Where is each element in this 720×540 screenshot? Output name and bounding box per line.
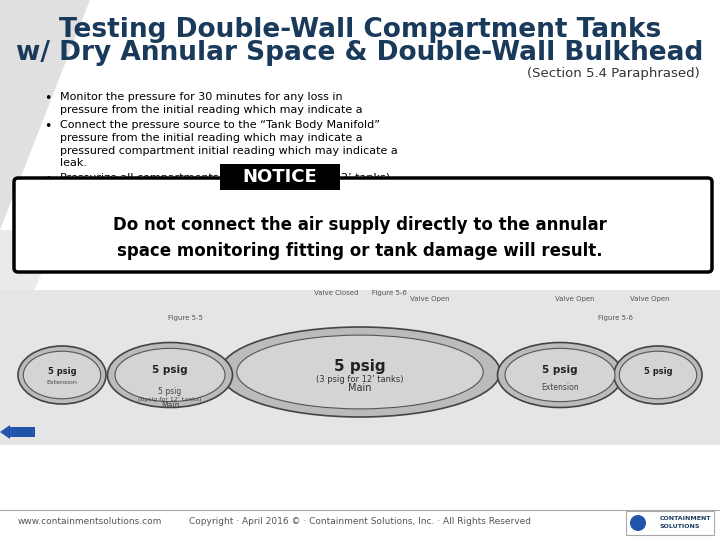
Text: (3 psig for 12’ tanks): (3 psig for 12’ tanks) — [316, 375, 404, 383]
FancyBboxPatch shape — [14, 178, 712, 272]
Text: Figure 5-6: Figure 5-6 — [598, 315, 632, 321]
Text: With all compartments pressurized, cover fittings and
manway cover plates with s: With all compartments pressurized, cover… — [60, 190, 360, 213]
Text: www.containmentsolutions.com: www.containmentsolutions.com — [18, 517, 163, 526]
Ellipse shape — [115, 348, 225, 402]
Text: •: • — [45, 190, 52, 203]
Text: •: • — [45, 173, 52, 186]
Text: Valve Open: Valve Open — [555, 296, 595, 302]
Text: NOTICE: NOTICE — [243, 168, 318, 186]
Text: CONTAINMENT: CONTAINMENT — [660, 516, 711, 522]
Bar — [220, 164, 340, 190]
Text: Extension: Extension — [541, 383, 579, 393]
Text: SOLUTIONS: SOLUTIONS — [660, 524, 701, 530]
Text: w/ Dry Annular Space & Double-Wall Bulkhead: w/ Dry Annular Space & Double-Wall Bulkh… — [17, 40, 703, 66]
Ellipse shape — [505, 348, 615, 402]
Ellipse shape — [23, 351, 101, 399]
Text: Valve Closed      Figure 5-6: Valve Closed Figure 5-6 — [314, 290, 406, 296]
Text: 5 psig: 5 psig — [542, 365, 578, 375]
Text: 5 psig: 5 psig — [334, 359, 386, 374]
Ellipse shape — [614, 346, 702, 404]
Text: Testing Double-Wall Compartment Tanks: Testing Double-Wall Compartment Tanks — [59, 17, 661, 43]
Text: •: • — [45, 120, 52, 133]
Polygon shape — [0, 230, 60, 370]
Text: 5 psig: 5 psig — [152, 365, 188, 375]
Text: Open valves to vent all compartments (maintain 5 psig
on annular space)(see Figu: Open valves to vent all compartments (ma… — [60, 242, 369, 265]
Text: Do not connect the air supply directly to the annular
space monitoring fitting o: Do not connect the air supply directly t… — [113, 216, 607, 260]
Text: Copyright · April 2016 © · Containment Solutions, Inc. · All Rights Reserved: Copyright · April 2016 © · Containment S… — [189, 517, 531, 526]
Text: •: • — [45, 242, 52, 255]
Ellipse shape — [107, 342, 233, 408]
Text: While under pressure, cover tank outer surface, including
manway(s) with soap so: While under pressure, cover tank outer s… — [60, 213, 382, 236]
Text: 5 psig: 5 psig — [48, 368, 76, 376]
Text: Main: Main — [348, 383, 372, 393]
Text: Connect the pressure source to the “Tank Body Manifold”
pressure from the initia: Connect the pressure source to the “Tank… — [60, 120, 397, 168]
Text: •: • — [45, 92, 52, 105]
Bar — [626, 511, 714, 535]
Text: Main: Main — [161, 401, 179, 409]
Text: •: • — [45, 213, 52, 226]
Text: 5 psig: 5 psig — [158, 388, 181, 396]
Text: (6psig for 12’ tanks): (6psig for 12’ tanks) — [138, 396, 202, 402]
Polygon shape — [0, 0, 90, 230]
Text: Figure 5-5: Figure 5-5 — [168, 315, 202, 321]
Text: Valve Open: Valve Open — [630, 296, 670, 302]
Text: Pressurize all compartments to 5 psig (3 psig for 12’ tanks).: Pressurize all compartments to 5 psig (3… — [60, 173, 394, 183]
Ellipse shape — [498, 342, 623, 408]
Text: (Section 5.4 Paraphrased): (Section 5.4 Paraphrased) — [527, 68, 700, 80]
Circle shape — [630, 515, 646, 531]
Ellipse shape — [237, 335, 483, 409]
Bar — [0, 290, 720, 445]
Text: Valve Open: Valve Open — [410, 296, 450, 302]
Text: 5 psig: 5 psig — [644, 368, 672, 376]
Ellipse shape — [18, 346, 106, 404]
Text: Monitor the pressure for 30 minutes for any loss in
pressure from the initial re: Monitor the pressure for 30 minutes for … — [60, 92, 363, 115]
Ellipse shape — [619, 351, 697, 399]
Ellipse shape — [220, 327, 500, 417]
Text: Extension: Extension — [47, 381, 78, 386]
FancyArrow shape — [0, 425, 35, 439]
